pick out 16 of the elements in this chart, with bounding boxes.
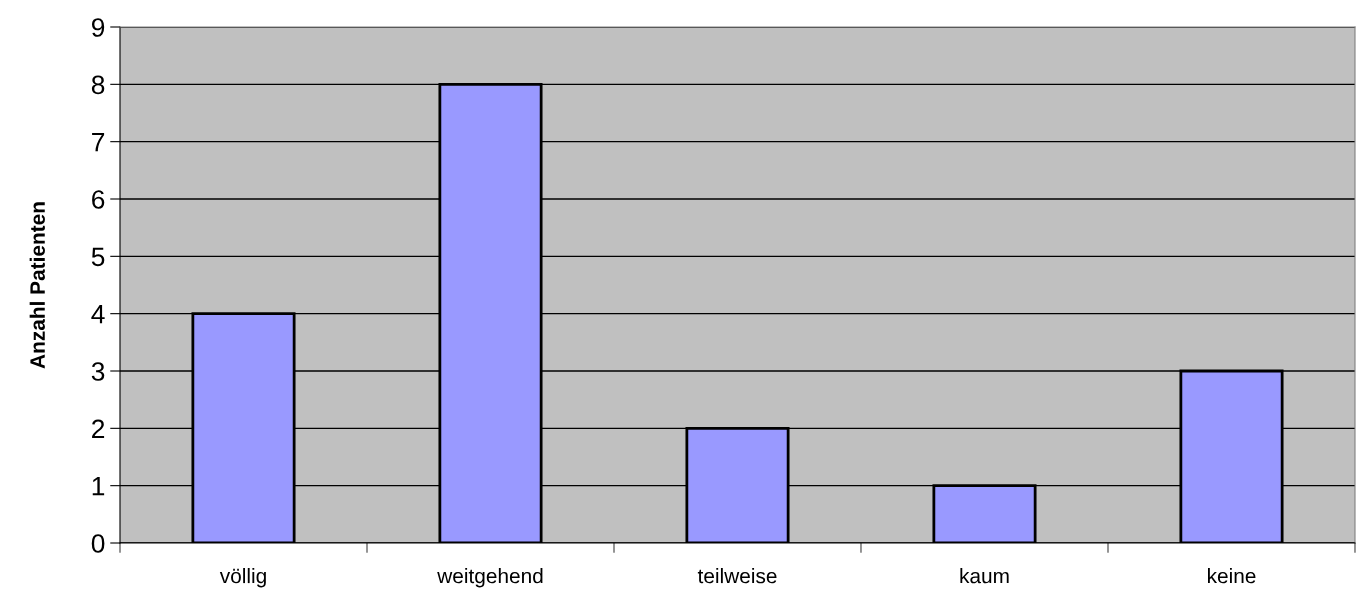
x-tick-label: kaum (960, 568, 1009, 584)
y-tick-label: 4 (91, 305, 105, 324)
y-tick-label: 0 (91, 534, 105, 553)
y-axis-title: Anzahl Patienten (29, 202, 45, 369)
y-tick-label: 2 (92, 419, 105, 438)
y-tick-label: 7 (92, 133, 105, 152)
y-tick-label: 8 (91, 75, 105, 95)
y-tick-label: 1 (92, 477, 105, 496)
x-tick-label: völlig (219, 568, 266, 588)
x-tick-label: teilweise (697, 568, 777, 584)
y-tick-label: 6 (92, 190, 105, 209)
y-tick-label: 5 (91, 247, 105, 267)
y-tick-label: 3 (91, 362, 105, 381)
x-tick-label: weitgehend (437, 568, 543, 588)
x-tick-label: keine (1208, 568, 1256, 584)
y-tick-label: 9 (91, 18, 105, 37)
